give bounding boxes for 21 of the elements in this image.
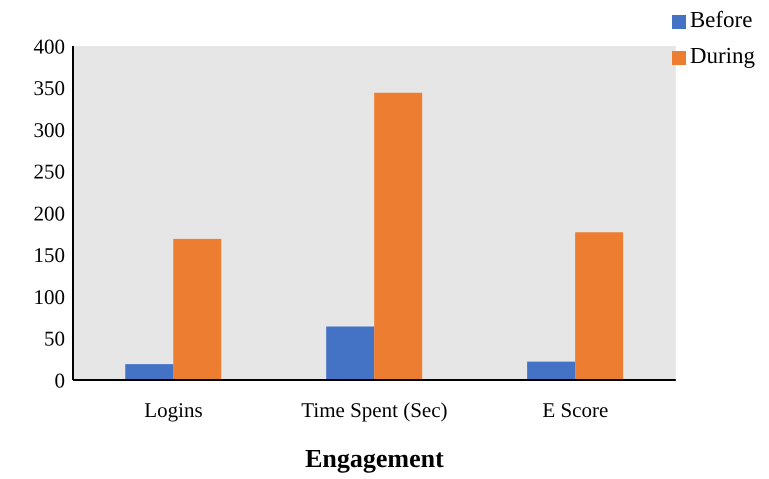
y-tick-label: 400 — [34, 34, 65, 58]
y-tick-label: 0 — [54, 368, 65, 392]
y-tick-label: 350 — [34, 76, 65, 100]
bar — [173, 238, 222, 380]
x-tick-label: E Score — [542, 398, 608, 422]
bar — [125, 364, 174, 380]
x-tick-label: Time Spent (Sec) — [301, 398, 448, 422]
y-tick-label: 300 — [34, 118, 65, 142]
y-tick-label: 50 — [44, 326, 65, 351]
x-tick-label: Logins — [144, 398, 203, 422]
y-tick-label: 200 — [34, 201, 65, 226]
bar — [326, 326, 374, 380]
legend-label: Before — [690, 7, 752, 32]
legend-label: During — [690, 43, 755, 68]
y-tick-label: 250 — [34, 160, 65, 184]
y-tick-label: 100 — [34, 284, 65, 309]
x-axis-title: Engagement — [305, 444, 444, 473]
bar — [374, 92, 422, 380]
bar — [527, 362, 576, 380]
bar — [575, 232, 624, 380]
y-tick-label: 150 — [34, 243, 65, 268]
